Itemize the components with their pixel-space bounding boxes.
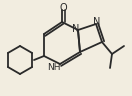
- Text: N: N: [72, 24, 80, 34]
- Text: N: N: [93, 17, 101, 27]
- Text: O: O: [60, 3, 67, 13]
- Text: NH: NH: [47, 62, 61, 72]
